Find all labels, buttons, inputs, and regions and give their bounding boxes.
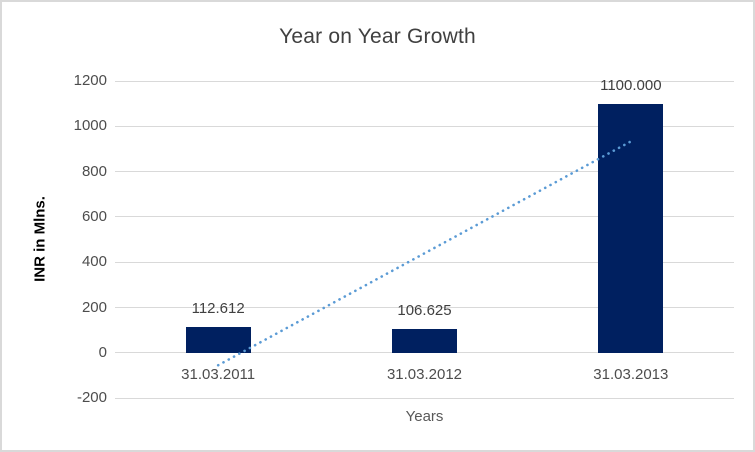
bar-data-label: 112.612 [191, 300, 245, 318]
y-tick-label: 1200 [73, 72, 107, 89]
gridline [115, 80, 734, 82]
bar-data-label: 106.625 [397, 301, 452, 319]
bar [185, 327, 251, 353]
bar [598, 103, 664, 353]
gridline [115, 397, 734, 399]
gridline [115, 125, 734, 127]
y-tick-label: 600 [81, 207, 107, 225]
y-tick-label: 800 [81, 162, 107, 180]
x-axis-title: Years [405, 408, 444, 425]
chart-title: Year on Year Growth [279, 25, 476, 48]
x-category-label: 31.03.2011 [181, 365, 256, 383]
x-category-label: 31.03.2013 [593, 365, 669, 383]
y-tick-label: 0 [98, 343, 107, 361]
y-tick-label: 400 [81, 253, 107, 271]
y-tick-label: 1000 [73, 117, 107, 135]
bar-data-label: 1100.000 [600, 76, 662, 94]
y-tick-label: 200 [81, 298, 107, 316]
x-category-label: 31.03.2012 [386, 365, 463, 383]
bar [392, 328, 457, 353]
y-tick-label: -200 [76, 389, 107, 407]
